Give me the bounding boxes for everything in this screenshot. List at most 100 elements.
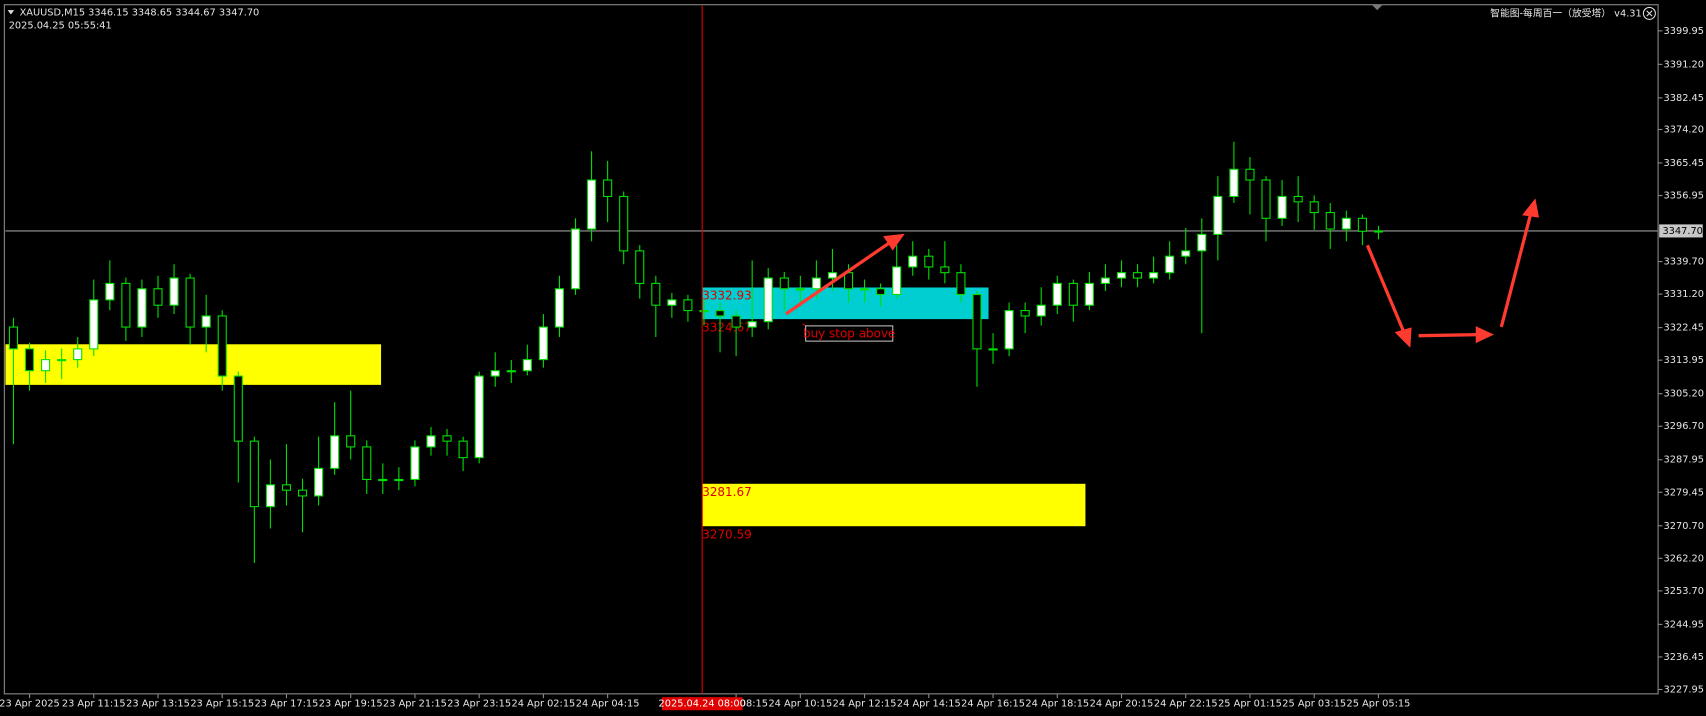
candle-body (587, 179, 597, 230)
candle-body (619, 195, 629, 252)
candle-body (779, 277, 789, 290)
y-tick-label: 3279.45 (1664, 487, 1704, 498)
candle-body (908, 255, 918, 268)
x-tick-label: 23 Apr 23:15 (447, 699, 511, 710)
candle-body (827, 272, 838, 279)
candle-body (394, 478, 404, 482)
candle-body (201, 315, 211, 328)
x-tick-label: 23 Apr 2025 (0, 699, 60, 710)
y-tick-label: 3399.95 (1664, 26, 1704, 37)
y-tick-label: 3331.20 (1664, 289, 1704, 300)
y-tick-label: 3391.20 (1664, 59, 1704, 70)
candle-body (185, 277, 195, 328)
x-tick-label: 24 Apr 10:15 (768, 699, 832, 710)
candle-body (1020, 310, 1030, 317)
candle-body (506, 370, 516, 373)
candle-body (57, 359, 67, 362)
candle-body (41, 359, 51, 372)
candle-body (1213, 195, 1223, 235)
candle-body (1341, 217, 1351, 230)
candle-body (442, 435, 452, 442)
indicator-name: 智能图-每周百一（放受塔） v4.31 (1490, 6, 1642, 19)
candle-body (892, 266, 902, 296)
candle-body (538, 326, 548, 361)
candle-body (1245, 168, 1255, 181)
candle-body (24, 348, 35, 372)
candle-body (1100, 277, 1111, 284)
candle-body (1293, 195, 1303, 203)
candle-body (1197, 233, 1207, 252)
candle-body (217, 315, 227, 377)
y-tick-label: 3262.20 (1664, 553, 1704, 564)
x-tick-label: 25 Apr 05:15 (1347, 699, 1411, 710)
candle-body (249, 440, 259, 508)
x-tick-label: 23 Apr 21:15 (383, 699, 447, 710)
y-tick-label: 3356.95 (1664, 191, 1704, 202)
y-tick-label: 3322.45 (1664, 323, 1704, 334)
plot-frame (3, 4, 1659, 695)
candle-body (683, 299, 693, 312)
y-tick-label: 3382.45 (1664, 93, 1704, 104)
x-tick-label: 23 Apr 15:15 (190, 699, 254, 710)
candle-body (426, 435, 436, 448)
candle-body (1116, 272, 1127, 279)
y-tick-label: 3365.45 (1664, 158, 1704, 169)
candle-body (1036, 304, 1046, 317)
candle-body (458, 440, 468, 459)
y-tick-label: 3227.95 (1664, 684, 1704, 695)
candle-body (860, 288, 870, 291)
crosshair-label: 2025.04.24 08:00 (659, 699, 746, 710)
candle-body (265, 484, 275, 508)
candle-body (1325, 212, 1335, 230)
candle-body (972, 293, 982, 350)
candle-body (1181, 250, 1191, 257)
timestamp: 2025.04.25 05:55:41 (9, 20, 112, 31)
candle-body (1004, 310, 1014, 350)
candle-body (137, 288, 147, 328)
zone (702, 287, 989, 320)
x-tick-label: 24 Apr 02:15 (512, 699, 576, 710)
x-tick-label: 24 Apr 04:15 (576, 699, 640, 710)
x-tick-label: 23 Apr 19:15 (319, 699, 383, 710)
candle-body (378, 478, 388, 482)
y-tick-label: 3287.95 (1664, 455, 1704, 466)
x-tick-label: 24 Apr 22:15 (1154, 699, 1218, 710)
candle-body (731, 315, 741, 328)
candle-body (554, 288, 565, 328)
candle-body (635, 250, 645, 284)
candle-body (330, 435, 340, 469)
candle-body (522, 359, 532, 372)
candle-body (1373, 230, 1383, 233)
close-button[interactable] (1642, 6, 1656, 20)
candle-body (747, 321, 757, 328)
candle-body (121, 282, 131, 328)
candle-body (1068, 282, 1078, 306)
candle-body (1084, 282, 1094, 306)
candle-body (1277, 195, 1287, 219)
candle-body (73, 348, 83, 361)
x-tick-label: 23 Apr 13:15 (126, 699, 190, 710)
zone-label: 3270.59 (702, 527, 752, 541)
x-tick-label: 25 Apr 03:15 (1282, 699, 1346, 710)
y-tick-label: 3339.70 (1664, 257, 1704, 268)
candle-body (603, 179, 613, 198)
candle-body (715, 310, 725, 317)
y-tick-label: 3236.45 (1664, 652, 1704, 663)
forecast-arrows (785, 198, 1540, 348)
candle-body (153, 288, 163, 306)
x-tick-label: 24 Apr 16:15 (961, 699, 1025, 710)
candle-body (1052, 282, 1062, 306)
shift-marker (1371, 4, 1383, 11)
candle-body (8, 326, 19, 350)
candle-body (1149, 272, 1159, 279)
candle-body (956, 272, 966, 296)
candle-body (940, 266, 950, 274)
current-price-label: 3347.70 (1662, 226, 1702, 237)
y-tick-label: 3313.95 (1664, 355, 1704, 366)
candle-body (924, 255, 934, 268)
y-tick-label: 3253.70 (1664, 586, 1704, 597)
candle-body (843, 272, 854, 290)
y-tick-label: 3296.70 (1664, 421, 1704, 432)
crosshair-box (661, 697, 743, 711)
